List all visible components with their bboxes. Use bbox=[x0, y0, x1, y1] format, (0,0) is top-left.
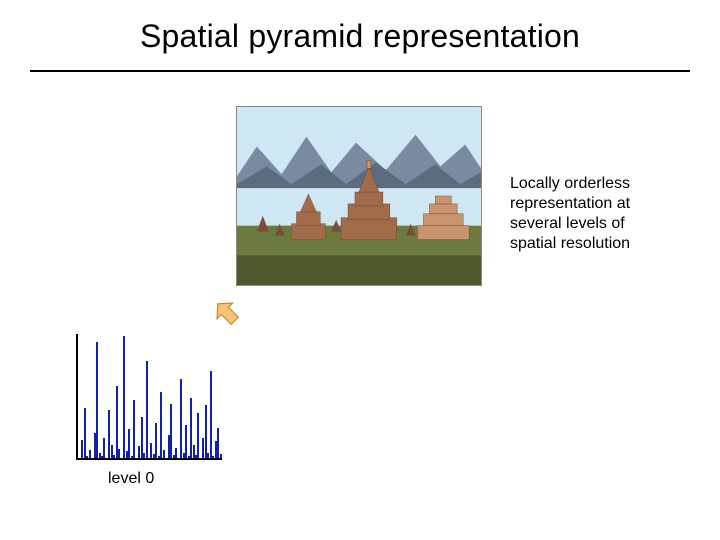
histogram-label: level 0 bbox=[108, 470, 154, 488]
slide-root: Spatial pyramid representation Locally o… bbox=[0, 0, 720, 540]
arrow-svg bbox=[210, 296, 244, 330]
description-line: several levels of bbox=[510, 214, 670, 234]
title-wrap: Spatial pyramid representation bbox=[0, 18, 720, 55]
example-photo-svg bbox=[237, 107, 481, 285]
histogram-level-0 bbox=[76, 334, 222, 460]
arrow-icon bbox=[210, 296, 244, 330]
description-line: Locally orderless bbox=[510, 174, 670, 194]
title-underline bbox=[30, 70, 690, 72]
example-photo bbox=[236, 106, 482, 286]
histogram-axes bbox=[76, 334, 222, 460]
description-text: Locally orderlessrepresentation atsevera… bbox=[510, 174, 670, 254]
description-line: representation at bbox=[510, 194, 670, 214]
slide-title: Spatial pyramid representation bbox=[0, 18, 720, 55]
description-line: spatial resolution bbox=[510, 234, 670, 254]
